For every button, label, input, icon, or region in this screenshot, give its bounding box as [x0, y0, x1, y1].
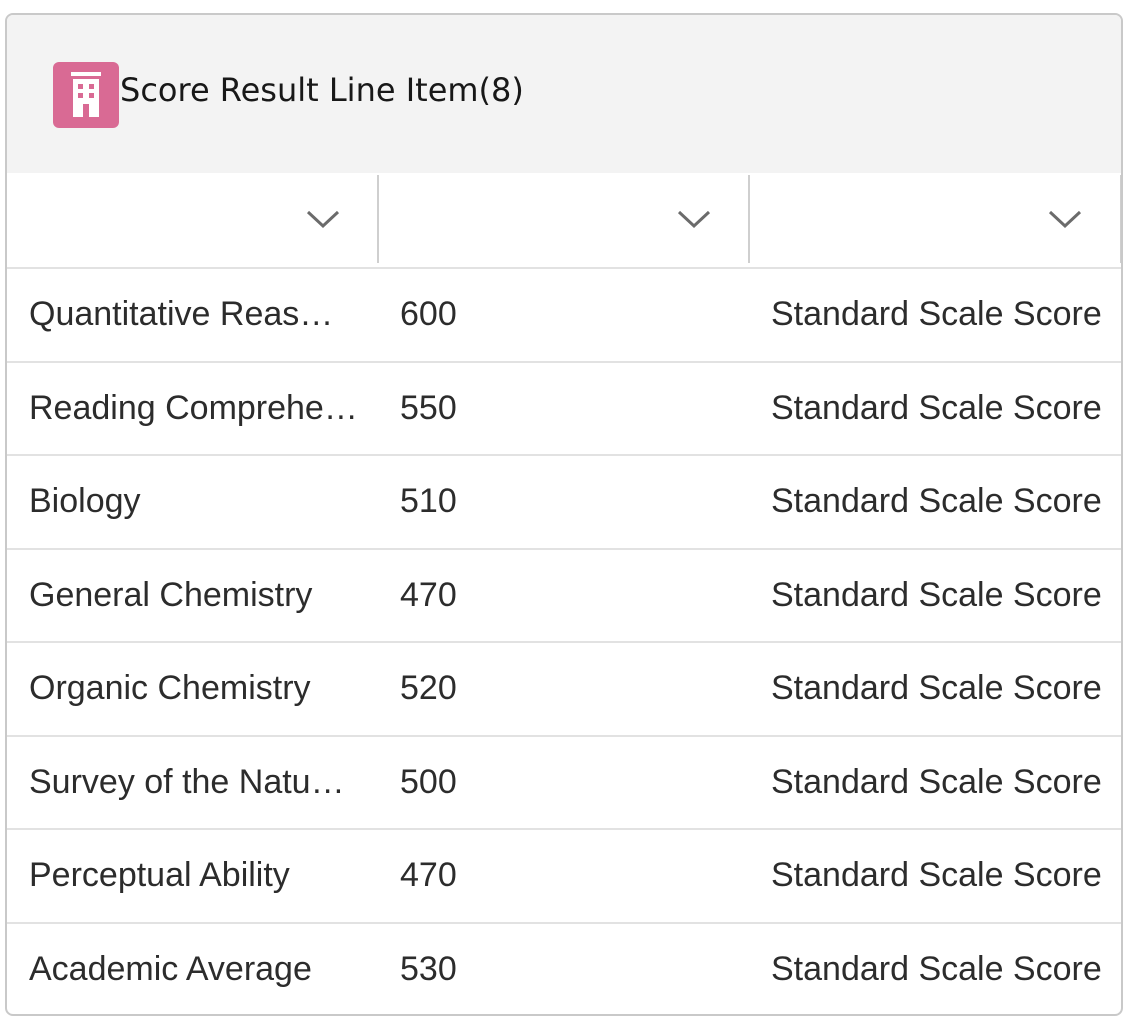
sort-chevron[interactable]	[305, 208, 341, 230]
table-cell: Standard Scale Score	[771, 949, 1102, 988]
card-header: Score Result Line Item(8)	[7, 15, 1121, 173]
table-cell[interactable]: Survey of the Natu…	[29, 762, 345, 801]
table-cell: Standard Scale Score	[771, 762, 1102, 801]
table-cell: 500	[400, 762, 457, 801]
table-cell[interactable]: Quantitative Reas…	[29, 295, 334, 333]
table-row: Quantitative Reas… 600 Standard Scale Scor…	[7, 267, 1121, 360]
table-cell: 530	[400, 949, 457, 988]
table-cell: 510	[400, 482, 457, 520]
table-row: Survey of the Natu… 500 Standard Scale Sco…	[7, 734, 1121, 828]
table-cell: 520	[400, 669, 457, 707]
table-cell: Standard Scale Score	[771, 856, 1102, 894]
table-row: Organic Chemistry 520 Standard Scale Score	[7, 641, 1121, 734]
table-cell: Standard Scale Score	[771, 295, 1102, 333]
column-divider	[377, 175, 379, 263]
table-cell[interactable]: Academic Average	[29, 949, 312, 988]
related-list-card: Score Result Line Item(8) Score Results …	[5, 13, 1123, 1016]
sort-chevron[interactable]	[1047, 208, 1083, 230]
object-icon	[53, 62, 119, 128]
card-title[interactable]: Score Result Line Item(8)	[120, 71, 524, 109]
sort-chevron[interactable]	[676, 208, 712, 230]
table-cell[interactable]: Organic Chemistry	[29, 669, 311, 707]
column-divider	[748, 175, 750, 263]
table-cell[interactable]: Biology	[29, 482, 141, 520]
table-cell: 550	[400, 388, 457, 427]
table-cell: 470	[400, 575, 457, 614]
table-cell: Standard Scale Score	[771, 388, 1102, 427]
table-cell[interactable]: Reading Comprehe…	[29, 388, 358, 427]
column-divider	[1120, 175, 1121, 263]
table-cell: 600	[400, 295, 457, 333]
table-row: General Chemistry 470 Standard Scale Score	[7, 547, 1121, 641]
table-row: Academic Average 530 Standard Scale Score	[7, 921, 1121, 1015]
table-cell: Standard Scale Score	[771, 575, 1102, 614]
table-cell: Standard Scale Score	[771, 482, 1102, 520]
table-cell[interactable]: General Chemistry	[29, 575, 313, 614]
table-row: Perceptual Ability 470 Standard Scale Scor…	[7, 828, 1121, 921]
table-cell: Standard Scale Score	[771, 669, 1102, 707]
table-row: Reading Comprehe… 550 Standard Scale Score	[7, 360, 1121, 454]
table-row: Biology 510 Standard Scale Score	[7, 454, 1121, 547]
table-cell: 470	[400, 856, 457, 894]
table-cell[interactable]: Perceptual Ability	[29, 856, 290, 894]
